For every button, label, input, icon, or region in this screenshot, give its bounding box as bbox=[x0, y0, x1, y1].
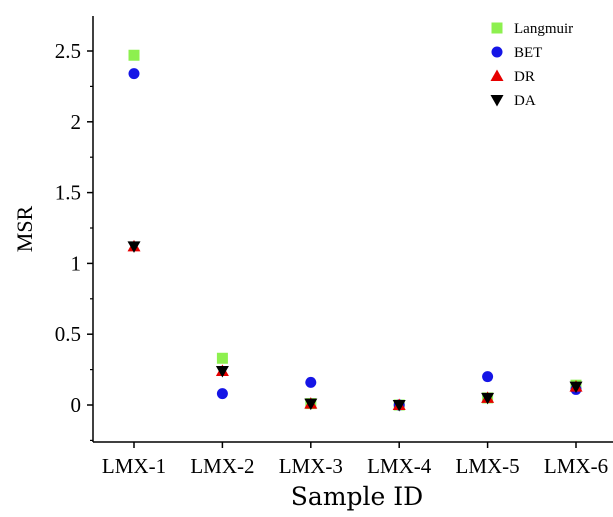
bet-point bbox=[482, 371, 494, 383]
da-point bbox=[127, 241, 141, 253]
legend-marker-da bbox=[490, 95, 504, 107]
y-ticks: 0 0.5 1 1.5 2 2.5 bbox=[55, 39, 93, 441]
y-tick-label: 1 bbox=[71, 251, 82, 275]
bet-point bbox=[216, 388, 228, 400]
x-tick-label: LMX-6 bbox=[544, 454, 608, 478]
legend-label-langmuir: Langmuir bbox=[514, 21, 573, 37]
da-point bbox=[392, 400, 406, 412]
y-axis-title: MSR bbox=[12, 205, 37, 252]
y-tick-label: 0 bbox=[71, 393, 82, 417]
langmuir-point bbox=[128, 49, 140, 61]
x-ticks: LMX-1 LMX-2 LMX-3 LMX-4 LMX-5 LMX-6 bbox=[102, 442, 608, 478]
y-tick-label: 1.5 bbox=[55, 181, 81, 205]
x-axis-title: Sample ID bbox=[291, 482, 423, 511]
x-tick-label: LMX-5 bbox=[456, 454, 520, 478]
legend-label-bet: BET bbox=[514, 45, 542, 61]
x-tick-label: LMX-1 bbox=[102, 454, 166, 478]
da-point bbox=[481, 392, 495, 405]
legend-marker-bet bbox=[491, 46, 503, 58]
legend-marker-dr bbox=[490, 69, 504, 81]
y-tick-label: 2 bbox=[71, 110, 82, 134]
x-tick-label: LMX-2 bbox=[190, 454, 254, 478]
legend-marker-langmuir bbox=[491, 22, 503, 34]
x-tick-label: LMX-3 bbox=[279, 454, 343, 478]
y-tick-label: 2.5 bbox=[55, 39, 81, 63]
bet-point bbox=[128, 68, 140, 80]
langmuir-point bbox=[216, 352, 228, 364]
bet-point bbox=[305, 376, 317, 388]
da-point bbox=[569, 381, 583, 394]
legend: Langmuir BET DR DA bbox=[490, 21, 573, 109]
x-tick-label: LMX-4 bbox=[367, 454, 432, 478]
y-tick-label: 0.5 bbox=[55, 322, 81, 346]
da-point bbox=[304, 398, 318, 411]
legend-label-da: DA bbox=[514, 93, 536, 109]
legend-label-dr: DR bbox=[514, 69, 535, 85]
da-point bbox=[215, 366, 229, 378]
axes bbox=[92, 16, 613, 443]
data-points bbox=[127, 49, 583, 412]
